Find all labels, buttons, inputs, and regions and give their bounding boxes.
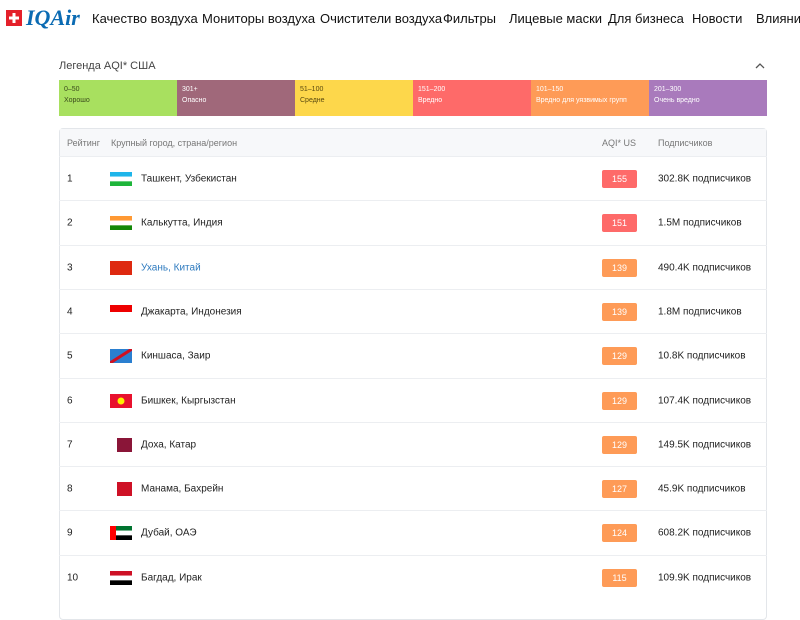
flag (110, 526, 132, 541)
nav-link[interactable]: Лицевые маски (509, 11, 603, 26)
table-header (60, 129, 766, 156)
table-row: 7 Доха, Катар 129 149.5K подписчиков (59, 421, 767, 467)
subscribers: 302.8K подписчиков (658, 173, 752, 185)
rank: 3 (67, 262, 73, 274)
rank: 2 (67, 217, 73, 229)
aqi-badge: 129 (602, 391, 637, 410)
aqi-badge: 139 (602, 302, 637, 321)
swiss-flag (6, 10, 22, 26)
subscribers: 10.8K подписчиков (658, 350, 746, 362)
legend-segment: 201–300 Очень вредно (649, 80, 767, 116)
rank: 1 (67, 173, 73, 185)
table-row: 9 Дубай, ОАЭ 124 608.2K подписчиков (59, 510, 767, 555)
flag (110, 393, 132, 408)
collapse-icon[interactable] (754, 62, 766, 70)
legend-range: 101–150 (536, 86, 564, 93)
subscribers: 149.5K подписчиков (658, 439, 752, 451)
legend-label: Очень вредно (654, 97, 700, 104)
rank: 4 (67, 306, 73, 318)
city-name: Манама, Бахрейн (141, 483, 224, 495)
legend-label: Вредно (418, 97, 443, 104)
table-row: 4 Джакарта, Индонезия 139 1.8M подписчиков (59, 288, 767, 334)
legend-range: 301+ (182, 86, 198, 93)
flag (110, 304, 132, 319)
legend-segment: 0–50 Хорошо (59, 80, 177, 116)
subscribers: 1.5M подписчиков (658, 217, 742, 229)
legend-range: 0–50 (64, 86, 80, 93)
table-row: 10 Багдад, Ирак 115 109.9K подписчиков (59, 554, 767, 600)
column-header: Крупный город, страна/регион (111, 138, 238, 148)
rank: 7 (67, 439, 73, 451)
column-header: Подписчиков (658, 138, 713, 148)
subscribers: 490.4K подписчиков (658, 262, 752, 274)
flag (110, 570, 132, 585)
subscribers: 107.4K подписчиков (658, 395, 752, 406)
table-row: 3 Ухань, Китай 139 490.4K подписчиков (59, 244, 767, 290)
aqi-badge: 139 (602, 258, 637, 277)
logo[interactable]: IQAir (26, 5, 80, 30)
legend-label: Хорошо (64, 97, 90, 104)
city-name: Калькутта, Индия (141, 217, 223, 229)
rank: 10 (67, 572, 79, 584)
city-name: Ташкент, Узбекистан (141, 173, 237, 185)
city-name[interactable]: Ухань, Китай (141, 262, 201, 274)
legend-segment: 51–100 Средне (295, 80, 413, 116)
rank: 9 (67, 527, 73, 539)
flag (110, 349, 132, 364)
legend-segment: 301+ Опасно (177, 80, 295, 116)
legend-label: Опасно (182, 97, 207, 104)
legend-label: Вредно для уязвимых групп (536, 97, 627, 104)
legend-label: Средне (300, 97, 325, 104)
rank: 5 (67, 350, 73, 362)
city-name: Бишкек, Кыргызстан (141, 395, 236, 406)
table-row: 1 Ташкент, Узбекистан 155 302.8K подписчико… (59, 156, 767, 201)
nav-link[interactable]: Фильтры (443, 11, 497, 26)
aqi-badge: 129 (602, 347, 637, 366)
aqi-badge: 127 (602, 480, 637, 499)
city-name: Джакарта, Индонезия (141, 306, 242, 318)
table-row: 6 Бишкек, Кыргызстан 129 107.4K подписчиков (59, 377, 767, 423)
city-name: Киншаса, Заир (141, 350, 211, 362)
flag (110, 437, 132, 452)
city-name: Доха, Катар (141, 439, 197, 451)
flag (110, 260, 132, 275)
aqi-badge: 124 (602, 524, 637, 543)
legend-segment: 151–200 Вредно (413, 80, 531, 116)
flag (110, 482, 132, 497)
rank: 8 (67, 483, 73, 495)
subscribers: 608.2K подписчиков (658, 527, 752, 539)
nav-link[interactable]: Новости (692, 11, 743, 26)
legend-range: 51–100 (300, 86, 324, 93)
column-header: Рейтинг (67, 138, 101, 148)
legend-range: 201–300 (654, 86, 682, 93)
flag (110, 216, 132, 231)
city-name: Дубай, ОАЭ (141, 527, 197, 539)
rank: 6 (67, 395, 73, 406)
column-header: AQI* US (602, 138, 637, 148)
legend-range: 151–200 (418, 86, 446, 93)
aqi-badge: 155 (602, 170, 637, 188)
subscribers: 109.9K подписчиков (658, 572, 752, 584)
table-row: 8 Манама, Бахрейн 127 45.9K подписчиков (59, 466, 767, 511)
nav-link[interactable]: Влияние (756, 11, 800, 26)
table-row: 2 Калькутта, Индия 151 1.5M подписчиков (59, 200, 767, 245)
subscribers: 1.8M подписчиков (658, 306, 742, 318)
nav-link[interactable]: Мониторы воздуха (202, 11, 316, 26)
city-name: Багдад, Ирак (141, 572, 202, 584)
legend-title: Легенда AQI* США (59, 60, 156, 72)
aqi-badge: 115 (602, 568, 637, 587)
nav-link[interactable]: Для бизнеса (608, 11, 684, 26)
flag (110, 172, 132, 186)
nav-link[interactable]: Очистители воздуха (320, 11, 443, 26)
aqi-badge: 151 (602, 214, 637, 233)
legend-segment: 101–150 Вредно для уязвимых групп (531, 80, 649, 116)
nav-link[interactable]: Качество воздуха (92, 11, 198, 26)
table-row: 5 Киншаса, Заир 129 10.8K подписчиков (59, 333, 767, 378)
subscribers: 45.9K подписчиков (658, 483, 746, 495)
aqi-badge: 129 (602, 435, 637, 454)
